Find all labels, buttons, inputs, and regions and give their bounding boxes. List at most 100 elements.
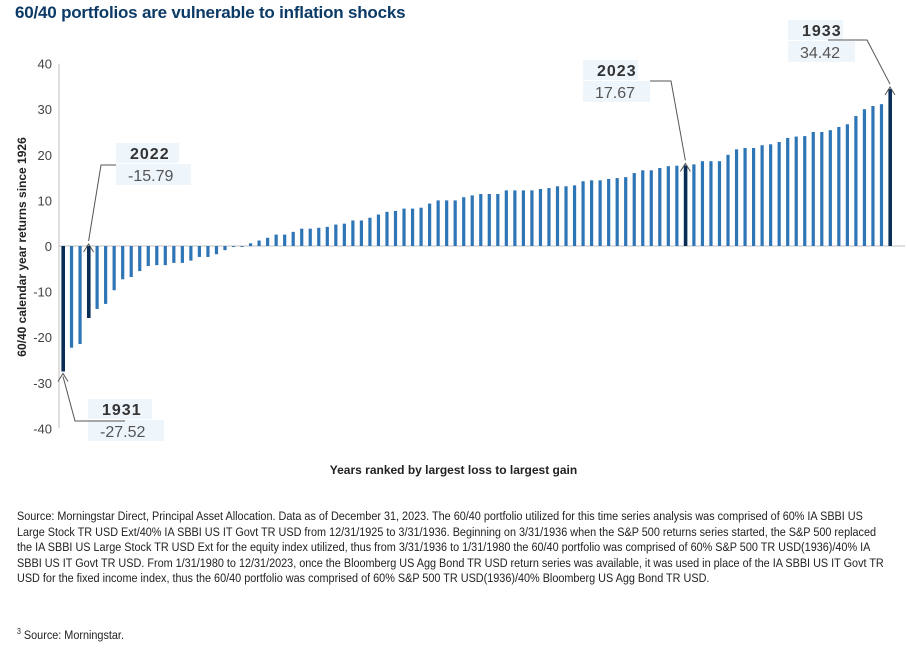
annotation-year: 1931 xyxy=(102,402,142,419)
bar xyxy=(589,180,594,246)
bar xyxy=(197,246,202,257)
annotation-value-bg xyxy=(583,81,650,102)
y-tick-label: 20 xyxy=(38,148,52,163)
annotation-arrow-line xyxy=(650,80,686,161)
bar xyxy=(453,200,457,246)
y-tick-label: -10 xyxy=(33,285,52,300)
annotation-year-bg xyxy=(116,143,179,163)
bar xyxy=(129,246,133,278)
bar xyxy=(172,246,176,263)
annotation-value-bg xyxy=(788,41,855,62)
annotation-2022: 2022 -15.79 xyxy=(83,143,191,253)
bar xyxy=(726,154,730,246)
bar xyxy=(231,246,236,247)
bar xyxy=(581,181,585,246)
y-tick-label: 30 xyxy=(38,102,52,117)
bar xyxy=(112,246,116,291)
bar xyxy=(206,246,210,257)
bar xyxy=(641,170,645,246)
bar xyxy=(445,200,449,246)
annotation-arrow-line xyxy=(62,376,125,422)
bar xyxy=(410,208,415,246)
bar xyxy=(155,246,159,266)
arrow-head-icon xyxy=(57,372,69,382)
annotation-1931: 1931 -27.52 xyxy=(57,372,164,441)
bar xyxy=(351,220,355,246)
annotation-1933: 1933 34.42 xyxy=(788,20,896,96)
bar xyxy=(751,147,756,246)
bar xyxy=(538,189,543,246)
bar xyxy=(274,234,278,246)
bar xyxy=(436,200,440,246)
y-tick-label: 10 xyxy=(38,193,52,208)
bar xyxy=(470,195,474,246)
y-axis-label: 60/40 calendar year returns since 1926 xyxy=(15,137,29,357)
annotation-value: -27.52 xyxy=(100,424,145,441)
bar xyxy=(104,246,108,304)
chart-title: 60/40 portfolios are vulnerable to infla… xyxy=(15,3,406,22)
bar xyxy=(95,246,99,309)
bar xyxy=(504,190,508,246)
bar xyxy=(214,246,219,255)
y-tick-label: 0 xyxy=(45,239,52,254)
bar xyxy=(462,197,466,246)
bar xyxy=(530,190,534,246)
bar xyxy=(283,234,287,246)
annotation-value: -15.79 xyxy=(128,168,173,185)
footnote: 3 Source: Morningstar. xyxy=(17,627,124,642)
bar xyxy=(615,178,619,246)
bar xyxy=(69,246,74,348)
bar xyxy=(854,116,858,246)
bar xyxy=(658,168,662,246)
bar xyxy=(675,165,679,246)
bar xyxy=(325,226,329,246)
bar xyxy=(78,246,82,345)
bar xyxy=(317,227,321,246)
annotation-value: 34.42 xyxy=(800,45,840,62)
bar xyxy=(393,210,398,246)
bar-highlight-2023 xyxy=(683,165,688,246)
bar xyxy=(760,145,764,246)
bar xyxy=(428,203,432,246)
annotation-arrow-line xyxy=(828,39,891,85)
annotation-year: 2023 xyxy=(597,63,637,80)
bar xyxy=(240,246,244,247)
bar xyxy=(223,246,227,251)
bar xyxy=(709,161,713,246)
bar-chart: 40 30 20 10 0 -10 -20 -30 -40 1931 -27.52 2022 -15.… xyxy=(15,20,905,441)
bar xyxy=(487,194,491,246)
bar xyxy=(666,166,670,246)
annotation-2023: 2023 17.67 xyxy=(583,60,691,172)
bar xyxy=(828,130,832,246)
annotations: 1931 -27.52 2022 -15.79 2023 17.67 1933 34.42 xyxy=(57,20,896,441)
annotation-arrow-line xyxy=(88,164,116,242)
bar xyxy=(496,194,500,246)
bar xyxy=(555,186,560,246)
bar xyxy=(342,223,346,246)
annotation-year: 2022 xyxy=(130,146,170,163)
annotation-value: 17.67 xyxy=(595,85,635,102)
bar xyxy=(700,161,705,246)
arrow-head-icon xyxy=(884,86,896,96)
bar-highlight-1933 xyxy=(888,89,892,246)
y-tick-label: -40 xyxy=(33,421,52,436)
bar xyxy=(769,144,773,246)
bar xyxy=(871,106,875,247)
arrow-head-icon xyxy=(679,162,691,172)
bar xyxy=(163,246,167,266)
source-note: Source: Morningstar Direct, Principal As… xyxy=(17,509,884,586)
bar xyxy=(632,173,636,246)
bar xyxy=(794,136,798,246)
annotation-year-bg xyxy=(583,60,638,80)
bar xyxy=(879,104,884,247)
bar-highlight-1931 xyxy=(61,246,65,372)
bar xyxy=(189,246,193,261)
bar xyxy=(692,164,696,246)
y-tick-label: -20 xyxy=(33,330,52,345)
bar xyxy=(402,208,406,246)
bar xyxy=(777,142,781,246)
bar xyxy=(513,190,517,246)
bar xyxy=(572,185,577,246)
bar xyxy=(862,109,867,246)
bar xyxy=(837,126,841,246)
